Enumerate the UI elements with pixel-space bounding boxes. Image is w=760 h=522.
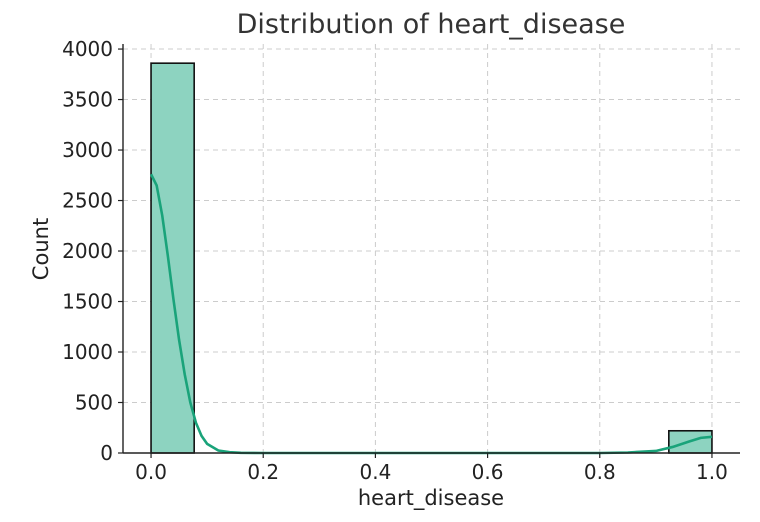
y-tick-label: 1500 xyxy=(62,290,113,314)
y-tick-label: 500 xyxy=(75,391,113,415)
y-axis-label: Count xyxy=(29,218,53,280)
axes-layer xyxy=(122,44,740,454)
x-tick-label: 0.4 xyxy=(360,460,392,484)
y-tick-label: 4000 xyxy=(62,37,113,61)
bars-layer xyxy=(150,62,713,454)
x-tick-label: 0.0 xyxy=(135,460,167,484)
x-tick-label: 0.2 xyxy=(247,460,279,484)
x-tick-label: 0.8 xyxy=(584,460,616,484)
y-tick-label: 2500 xyxy=(62,189,113,213)
ticks-layer: 0.0 0.2 0.4 0.6 0.8 1.0 0 500 1000 1500 2000 2500 30… xyxy=(62,37,728,484)
kde-line xyxy=(149,173,713,455)
y-tick-label: 1000 xyxy=(62,340,113,364)
y-tick-label: 3500 xyxy=(62,88,113,112)
y-tick-label: 3000 xyxy=(62,138,113,162)
x-tick-label: 1.0 xyxy=(696,460,728,484)
chart-title: Distribution of heart_disease xyxy=(237,9,626,40)
y-tick-label: 0 xyxy=(100,441,113,465)
y-tick-label: 2000 xyxy=(62,239,113,263)
x-tick-label: 0.6 xyxy=(472,460,504,484)
grid-layer xyxy=(123,44,740,454)
x-axis-label: heart_disease xyxy=(358,486,504,511)
